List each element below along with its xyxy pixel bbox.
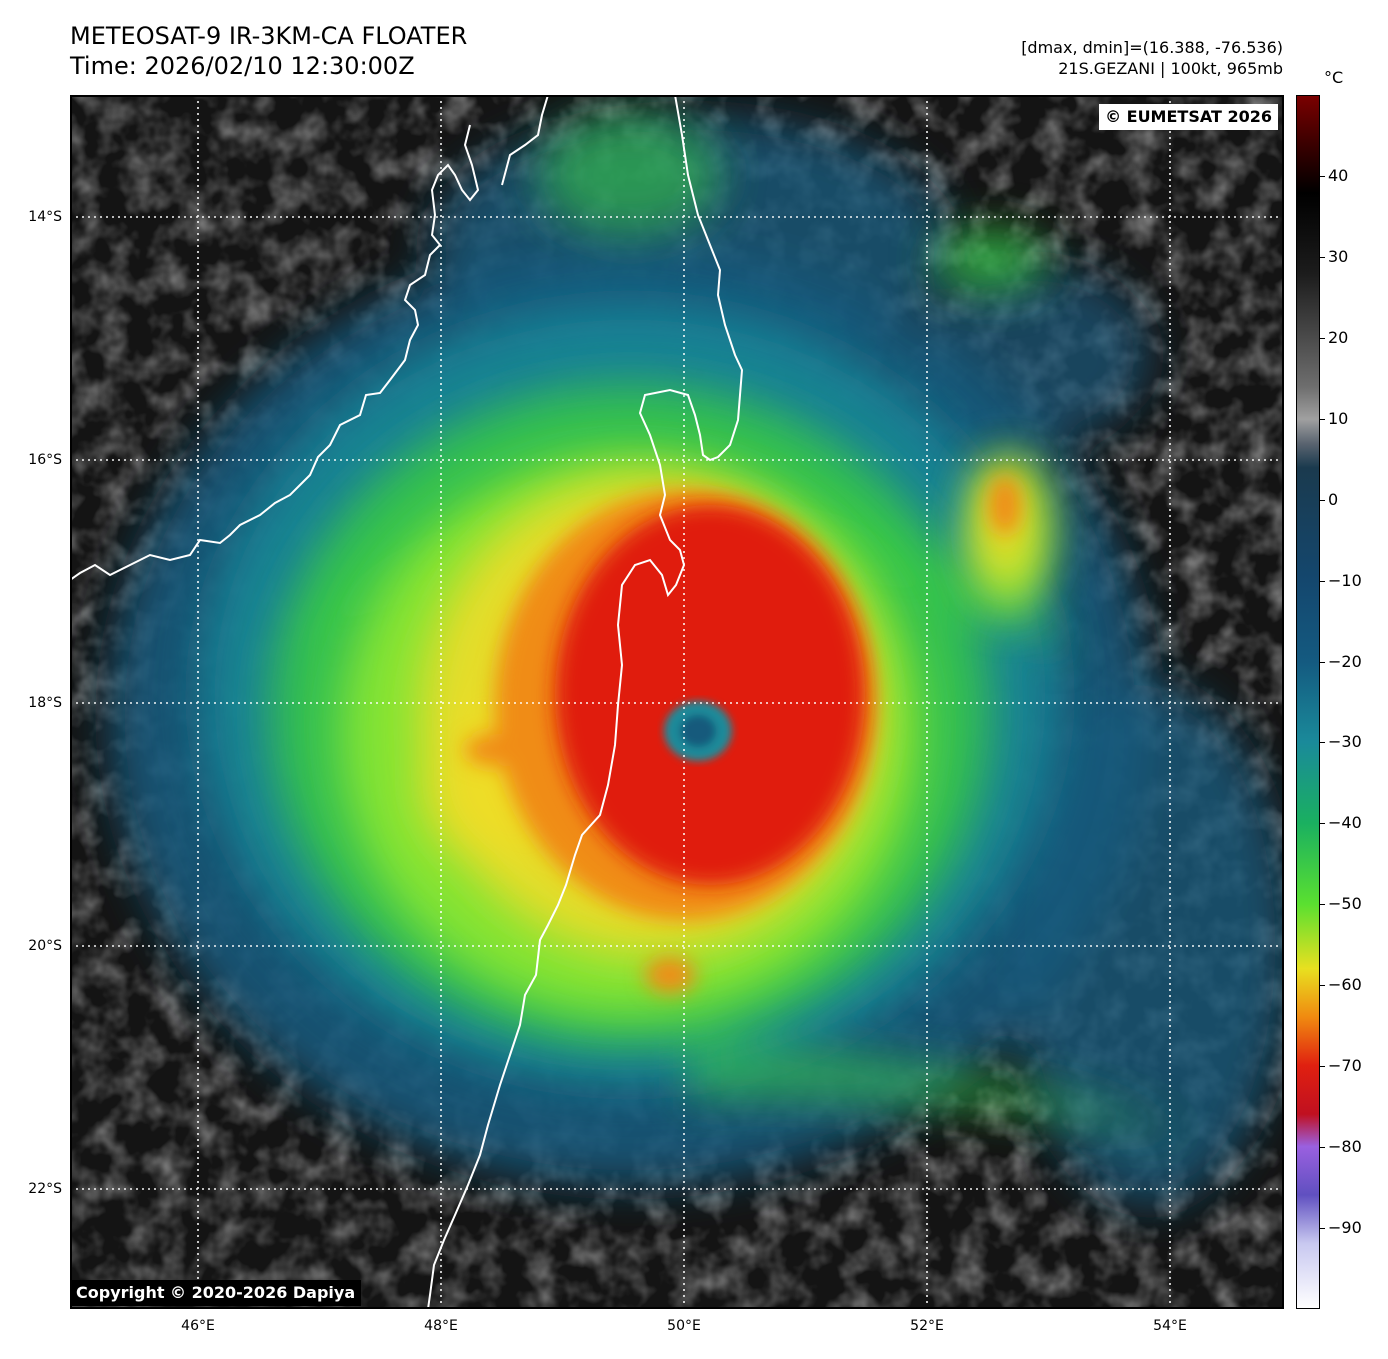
colorbar-tick-mark: [1320, 337, 1325, 339]
colorbar-tick-label: 40: [1328, 165, 1349, 185]
lon-label-52e: 52°E: [910, 1318, 944, 1334]
copyright-badge: Copyright © 2020-2026 Dapiya: [70, 1280, 362, 1306]
colorbar-tick-label: −70: [1328, 1056, 1362, 1076]
colorbar-tick-label: −50: [1328, 894, 1362, 914]
lat-label-14s: 14°S: [28, 209, 62, 225]
colorbar-tick-mark: [1320, 175, 1325, 177]
colorbar: [1296, 95, 1320, 1309]
colorbar-tick-label: −40: [1328, 813, 1362, 833]
colorbar-tick-mark: [1320, 1066, 1325, 1068]
dmax-dmin-info: [dmax, dmin]=(16.388, -76.536): [1021, 38, 1283, 57]
coastline: [70, 95, 744, 1309]
eumetsat-badge: © EUMETSAT 2026: [1099, 104, 1278, 130]
colorbar-tick-mark: [1320, 823, 1325, 825]
lon-label-54e: 54°E: [1153, 1318, 1187, 1334]
satellite-map: [70, 95, 1284, 1309]
colorbar-tick-mark: [1320, 742, 1325, 744]
lat-label-18s: 18°S: [28, 695, 62, 711]
colorbar-tick-label: −30: [1328, 732, 1362, 752]
lon-label-50e: 50°E: [667, 1318, 701, 1334]
colorbar-tick-label: 10: [1328, 408, 1349, 428]
colorbar-tick-mark: [1320, 580, 1325, 582]
colorbar-tick-label: −90: [1328, 1218, 1362, 1238]
colorbar-tick-mark: [1320, 904, 1325, 906]
colorbar-tick-mark: [1320, 499, 1325, 501]
lat-label-20s: 20°S: [28, 938, 62, 954]
colorbar-tick-mark: [1320, 256, 1325, 258]
colorbar-tick-label: 0: [1328, 489, 1339, 509]
cloud-shield: [110, 115, 1284, 1205]
lon-label-46e: 46°E: [181, 1318, 215, 1334]
colorbar-tick-mark: [1320, 418, 1325, 420]
colorbar-tick-label: −60: [1328, 975, 1362, 995]
colorbar-tick-mark: [1320, 1147, 1325, 1149]
lat-label-16s: 16°S: [28, 452, 62, 468]
storm-info: 21S.GEZANI | 100kt, 965mb: [1058, 59, 1283, 78]
title-time: Time: 2026/02/10 12:30:00Z: [70, 52, 415, 80]
title-satellite: METEOSAT-9 IR-3KM-CA FLOATER: [70, 22, 468, 50]
colorbar-tick-label: 20: [1328, 327, 1349, 347]
colorbar-tick-label: −10: [1328, 570, 1362, 590]
colorbar-unit: °C: [1324, 68, 1344, 87]
colorbar-tick-mark: [1320, 661, 1325, 663]
colorbar-tick-label: 30: [1328, 246, 1349, 266]
colorbar-tick-mark: [1320, 1228, 1325, 1230]
colorbar-tick-label: −20: [1328, 651, 1362, 671]
colorbar-tick-label: −80: [1328, 1137, 1362, 1157]
lon-label-48e: 48°E: [424, 1318, 458, 1334]
lat-label-22s: 22°S: [28, 1181, 62, 1197]
gridlines: [70, 95, 1284, 1309]
satellite-image: [70, 95, 1284, 1309]
colorbar-tick-mark: [1320, 985, 1325, 987]
